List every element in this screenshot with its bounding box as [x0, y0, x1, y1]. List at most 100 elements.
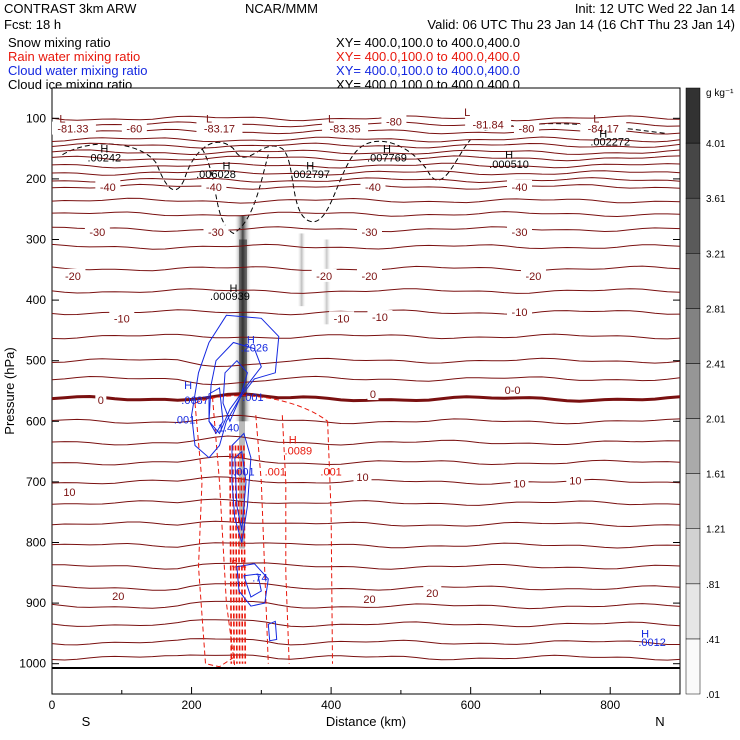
- colorbar-label: .81: [706, 580, 720, 591]
- temperature-label-bg: [203, 225, 229, 239]
- field-legend: Snow mixing ratio XY= 400.0,100.0 to 400.…: [8, 35, 520, 92]
- rain-contour: [281, 415, 290, 664]
- temperature-label: -30: [362, 227, 378, 239]
- temperature-contour: [52, 149, 680, 156]
- colorbar-label: 1.61: [706, 470, 726, 481]
- temperature-label: -40: [206, 182, 222, 194]
- y-tick-label: 800: [26, 536, 46, 550]
- model-title: CONTRAST 3km ARW: [4, 1, 137, 16]
- legend-xy: XY= 400.0,100.0 to 400.0,400.0: [336, 35, 520, 50]
- value-label: .00242: [88, 153, 122, 165]
- x-tick-label: 600: [461, 698, 481, 712]
- high-marker: H: [222, 161, 230, 173]
- temperature-label-bg: [367, 387, 379, 401]
- high-marker: H: [100, 144, 108, 156]
- temperature-label-bg: [381, 114, 407, 128]
- y-tick-label: 600: [26, 414, 46, 428]
- snow-streak: [322, 239, 331, 325]
- rain-contour: [255, 415, 269, 664]
- temperature-contour: [52, 197, 680, 204]
- temperature-label-bg: [513, 121, 539, 135]
- colorbar-label: .01: [706, 690, 720, 701]
- temperature-label-bg: [507, 305, 533, 319]
- colorbar-segment: [685, 528, 701, 585]
- temperature-label-bg: [423, 585, 442, 599]
- rain-contour: [212, 397, 236, 667]
- temperature-label-bg: [109, 588, 128, 602]
- temperature-label-bg: [367, 310, 393, 324]
- temperature-label-bg: [500, 382, 526, 396]
- temperature-label: -30: [89, 227, 105, 239]
- low-marker: L: [593, 113, 599, 125]
- temperature-label: -20: [316, 271, 332, 283]
- temperature-label: -83.17: [204, 124, 235, 136]
- temperature-label-bg: [510, 476, 529, 490]
- high-marker: H: [306, 161, 314, 173]
- value-label: .74: [252, 573, 267, 585]
- colorbar-segment: [685, 197, 701, 254]
- temperature-label-bg: [353, 470, 372, 484]
- y-tick-label: 100: [26, 111, 46, 125]
- temperature-label: 10: [513, 479, 525, 491]
- temperature-label: -81.84: [473, 119, 504, 131]
- temperature-contour: [52, 211, 680, 218]
- low-marker: L: [328, 113, 334, 125]
- contour-labels: -81.33 -60 -83.17 -83.35 -80 -81.84 -80 -84.17 -…: [52, 107, 666, 649]
- temperature-label-bg: [507, 179, 533, 193]
- temperature-label-bg: [121, 121, 147, 135]
- temperature-label-bg: [52, 121, 96, 135]
- temperature-label: -40: [512, 182, 528, 194]
- value-label: .001: [320, 467, 341, 479]
- temperature-contour: [52, 414, 680, 425]
- temperature-label: -80: [386, 116, 402, 128]
- temperature-label: -84.17: [588, 124, 619, 136]
- value-label: .001: [233, 467, 254, 479]
- x-tick-label: 0: [49, 698, 56, 712]
- legend-label: Snow mixing ratio: [8, 35, 111, 50]
- rain-core-contour: [229, 445, 233, 664]
- valid-time: Valid: 06 UTC Thu 23 Jan 14 (16 ChT Thu …: [427, 17, 735, 32]
- cloud-water-contours: [191, 314, 280, 642]
- colorbar-label: .41: [706, 635, 720, 646]
- temperature-label-bg: [520, 268, 546, 282]
- colorbar-segment: [685, 473, 701, 529]
- temperature-label: -10: [372, 312, 388, 324]
- temperature-label-bg: [201, 179, 227, 193]
- colorbar-label: 2.81: [706, 304, 726, 315]
- rain-contour: [194, 395, 328, 422]
- high-marker: H: [383, 144, 391, 156]
- colorbar-label: 2.01: [706, 415, 726, 426]
- value-label: .006028: [196, 169, 236, 181]
- temperature-contour: [52, 520, 680, 528]
- colorbar-label: 4.01: [706, 139, 726, 150]
- temperature-label: 0-0: [505, 385, 521, 397]
- temperature-contour: [52, 435, 680, 446]
- colorbar-segment: [685, 142, 701, 199]
- rain-core-contour: [237, 445, 241, 664]
- temperature-label: -20: [526, 271, 542, 283]
- temperature-label: -30: [208, 227, 224, 239]
- temperature-label-bg: [60, 485, 79, 499]
- temperature-contour: [52, 115, 680, 122]
- temperature-label-bg: [360, 591, 379, 605]
- high-marker: H: [289, 434, 297, 446]
- high-marker: H: [599, 128, 607, 140]
- temperature-label-bg: [95, 393, 107, 407]
- value-label: 1.40: [218, 422, 239, 434]
- value-label: 5.1: [231, 559, 246, 571]
- temperature-label: 20: [112, 591, 124, 603]
- right-endpoint: N: [655, 714, 664, 729]
- temperature-contour: [52, 333, 680, 340]
- cloud-water-contour: [208, 387, 224, 435]
- y-tick-label: 500: [26, 354, 46, 368]
- temperature-contour: [52, 375, 680, 386]
- temperature-label: 10: [356, 472, 368, 484]
- init-time: Init: 12 UTC Wed 22 Jan 14: [575, 1, 735, 16]
- colorbar-label: 3.21: [706, 249, 726, 260]
- high-marker: H: [505, 150, 513, 162]
- y-axis-title: Pressure (hPa): [2, 347, 17, 434]
- value-label: .002272: [590, 136, 630, 148]
- y-tick-label: 200: [26, 172, 46, 186]
